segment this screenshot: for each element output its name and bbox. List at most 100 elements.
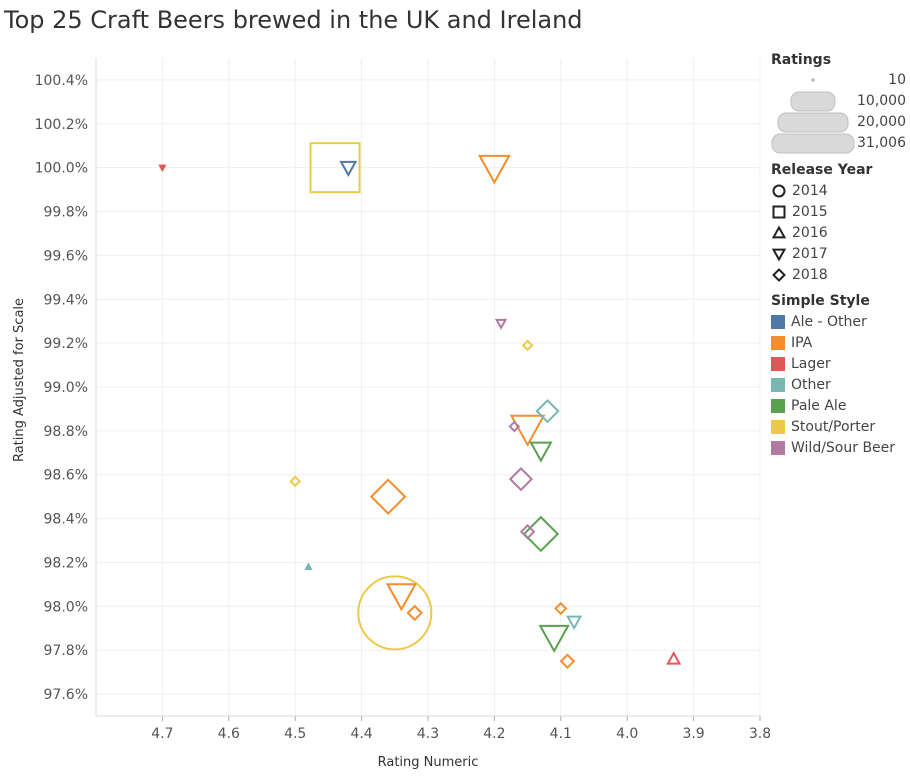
data-point[interactable] xyxy=(369,478,407,515)
simple-style-legend-row: IPA xyxy=(771,332,910,353)
size-swatch xyxy=(811,78,815,82)
color-swatch xyxy=(771,398,785,413)
data-point[interactable] xyxy=(477,154,511,185)
data-point[interactable] xyxy=(494,318,508,330)
x-tick-label: 4.6 xyxy=(218,726,240,742)
size-swatch xyxy=(777,112,849,133)
simple-style-legend-row: Pale Ale xyxy=(771,395,910,416)
release-year-legend-row: 2018 xyxy=(771,264,910,285)
release-year-label: 2018 xyxy=(792,266,828,283)
data-point[interactable] xyxy=(508,467,534,492)
data-point[interactable] xyxy=(357,575,433,651)
data-point[interactable] xyxy=(289,475,302,488)
ratings-legend-label: 10 xyxy=(888,72,906,88)
data-point[interactable] xyxy=(566,615,583,631)
data-points[interactable] xyxy=(158,142,682,669)
simple-style-legend: Simple Style Ale - Other IPA Lager Other Pal… xyxy=(771,293,910,458)
simple-style-label: Pale Ale xyxy=(791,397,847,414)
circle-icon xyxy=(772,184,786,197)
data-point[interactable] xyxy=(385,583,418,612)
y-tick-label: 98.0% xyxy=(44,599,88,615)
ratings-legend-row: 20,000 xyxy=(771,112,910,133)
simple-style-legend-row: Lager xyxy=(771,353,910,374)
ratings-legend-label: 20,000 xyxy=(857,114,906,130)
x-axis-title: Rating Numeric xyxy=(378,755,479,770)
simple-style-label: Lager xyxy=(791,355,831,372)
release-year-legend-row: 2015 xyxy=(771,201,910,222)
simple-style-label: Other xyxy=(791,376,831,393)
data-point[interactable] xyxy=(339,160,358,177)
release-year-legend-row: 2016 xyxy=(771,222,910,243)
ratings-legend-row: 10 xyxy=(771,70,910,91)
data-point[interactable] xyxy=(508,420,521,433)
data-point[interactable] xyxy=(538,624,570,654)
x-tick-label: 4.4 xyxy=(350,726,372,742)
y-tick-label: 100.2% xyxy=(35,117,88,133)
simple-style-label: Wild/Sour Beer xyxy=(791,439,896,456)
diamond-icon xyxy=(772,267,786,282)
simple-style-legend-row: Other xyxy=(771,374,910,395)
data-point[interactable] xyxy=(519,523,536,540)
data-point[interactable] xyxy=(554,601,568,616)
ratings-legend-label: 10,000 xyxy=(857,93,906,109)
release-year-legend-row: 2017 xyxy=(771,243,910,264)
size-swatch xyxy=(771,133,855,154)
y-tick-label: 99.0% xyxy=(44,380,88,396)
y-tick-label: 100.4% xyxy=(35,73,88,89)
x-tick-label: 4.2 xyxy=(483,726,505,742)
triangle-up-icon xyxy=(771,224,787,238)
data-point[interactable] xyxy=(509,414,546,447)
x-tick-label: 4.0 xyxy=(616,726,638,742)
release-year-label: 2016 xyxy=(792,224,828,241)
gridlines xyxy=(96,58,761,716)
size-swatch xyxy=(790,91,836,112)
release-year-label: 2014 xyxy=(792,182,828,199)
x-tick-label: 4.3 xyxy=(417,726,439,742)
x-axis-ticks: 4.7 4.6 4.5 4.4 4.3 4.2 4.1 4.0 3.9 3.8 xyxy=(151,726,770,742)
axes xyxy=(95,58,761,721)
data-point[interactable] xyxy=(535,399,560,424)
ratings-legend-row: 10,000 xyxy=(771,91,910,112)
y-axis-title: Rating Adjusted for Scale xyxy=(12,298,27,462)
color-swatch xyxy=(771,356,785,371)
y-tick-label: 97.8% xyxy=(44,643,88,659)
data-point[interactable] xyxy=(559,653,576,669)
y-tick-label: 99.4% xyxy=(44,292,88,308)
x-tick-label: 3.9 xyxy=(682,726,704,742)
release-year-label: 2017 xyxy=(792,245,828,262)
data-point[interactable] xyxy=(522,515,560,553)
simple-style-legend-row: Stout/Porter xyxy=(771,416,910,437)
color-swatch xyxy=(771,377,785,392)
data-point[interactable] xyxy=(521,339,534,352)
y-tick-label: 97.6% xyxy=(44,687,88,703)
simple-style-legend-row: Wild/Sour Beer xyxy=(771,437,910,458)
square-icon xyxy=(772,205,786,218)
data-point[interactable] xyxy=(309,142,361,194)
x-tick-label: 3.8 xyxy=(749,726,770,742)
data-point[interactable] xyxy=(158,164,167,173)
color-swatch xyxy=(771,314,785,329)
y-tick-label: 98.8% xyxy=(44,424,88,440)
release-year-label: 2015 xyxy=(792,203,828,220)
y-tick-label: 99.6% xyxy=(44,248,88,264)
y-tick-label: 100.0% xyxy=(35,161,88,177)
y-tick-label: 98.6% xyxy=(44,468,88,484)
legend: Ratings 10 10,000 20,000 31,006 Release Yea… xyxy=(771,52,910,466)
y-tick-label: 99.2% xyxy=(44,336,88,352)
data-point[interactable] xyxy=(406,604,423,622)
release-year-legend-heading: Release Year xyxy=(771,162,873,178)
data-point[interactable] xyxy=(529,441,553,463)
simple-style-label: IPA xyxy=(791,334,813,351)
color-swatch xyxy=(771,419,785,434)
ratings-legend: Ratings 10 10,000 20,000 31,006 xyxy=(771,52,910,154)
color-swatch xyxy=(771,335,785,350)
release-year-legend-row: 2014 xyxy=(771,180,910,201)
simple-style-legend-heading: Simple Style xyxy=(771,293,870,309)
ratings-legend-heading: Ratings xyxy=(771,52,832,68)
x-tick-label: 4.1 xyxy=(550,726,572,742)
ratings-legend-label: 31,006 xyxy=(857,135,906,151)
data-point[interactable] xyxy=(666,651,682,665)
ratings-legend-row: 31,006 xyxy=(771,133,910,154)
data-point[interactable] xyxy=(304,562,313,570)
y-tick-label: 99.8% xyxy=(44,205,88,221)
